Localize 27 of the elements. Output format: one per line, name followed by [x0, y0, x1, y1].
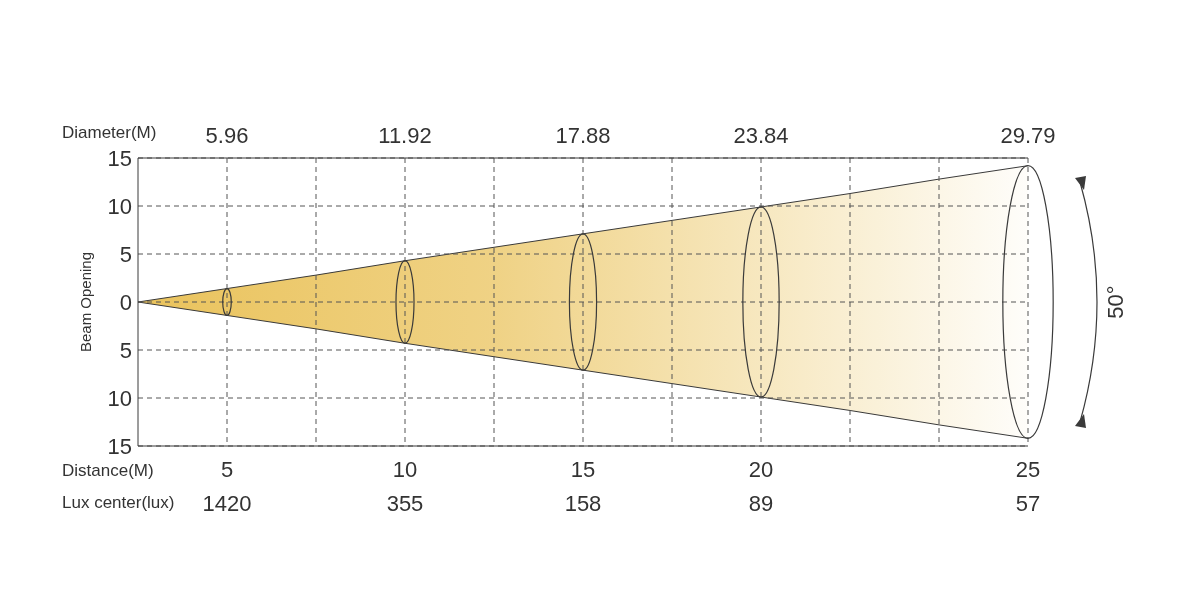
x-tick-label: 5 [220, 457, 234, 482]
text: 29.79 [1000, 123, 1056, 148]
y-tick-label: 5 [119, 241, 132, 267]
text: 158 [564, 491, 602, 516]
text: 5.96 [205, 123, 249, 148]
text: 50° [1103, 285, 1128, 319]
text: 23.84 [733, 123, 789, 148]
y-axis-title: Beam Opening [77, 251, 94, 353]
y-tick-label: 10 [107, 193, 132, 219]
y-tick-label: 0 [119, 289, 132, 315]
text: Lux center(lux) [62, 493, 175, 512]
x-tick-label: 20 [748, 457, 774, 482]
text: 11.92 [378, 123, 432, 148]
x-tick-label: 25 [1015, 457, 1041, 482]
text: 89 [748, 491, 774, 516]
y-tick-label: 15 [107, 433, 132, 459]
text: 355 [386, 491, 424, 516]
x-tick-label: 15 [570, 457, 596, 482]
text: 1420 [202, 491, 252, 516]
text: 17.88 [555, 123, 611, 148]
x-axis-title: Distance(M) [62, 461, 154, 480]
x2-axis-title: Diameter(M) [62, 123, 157, 142]
x-tick-label: 10 [392, 457, 418, 482]
y-tick-label: 15 [107, 145, 132, 171]
y-tick-label: 5 [119, 337, 132, 363]
y-tick-label: 10 [107, 385, 132, 411]
text: 57 [1015, 491, 1041, 516]
